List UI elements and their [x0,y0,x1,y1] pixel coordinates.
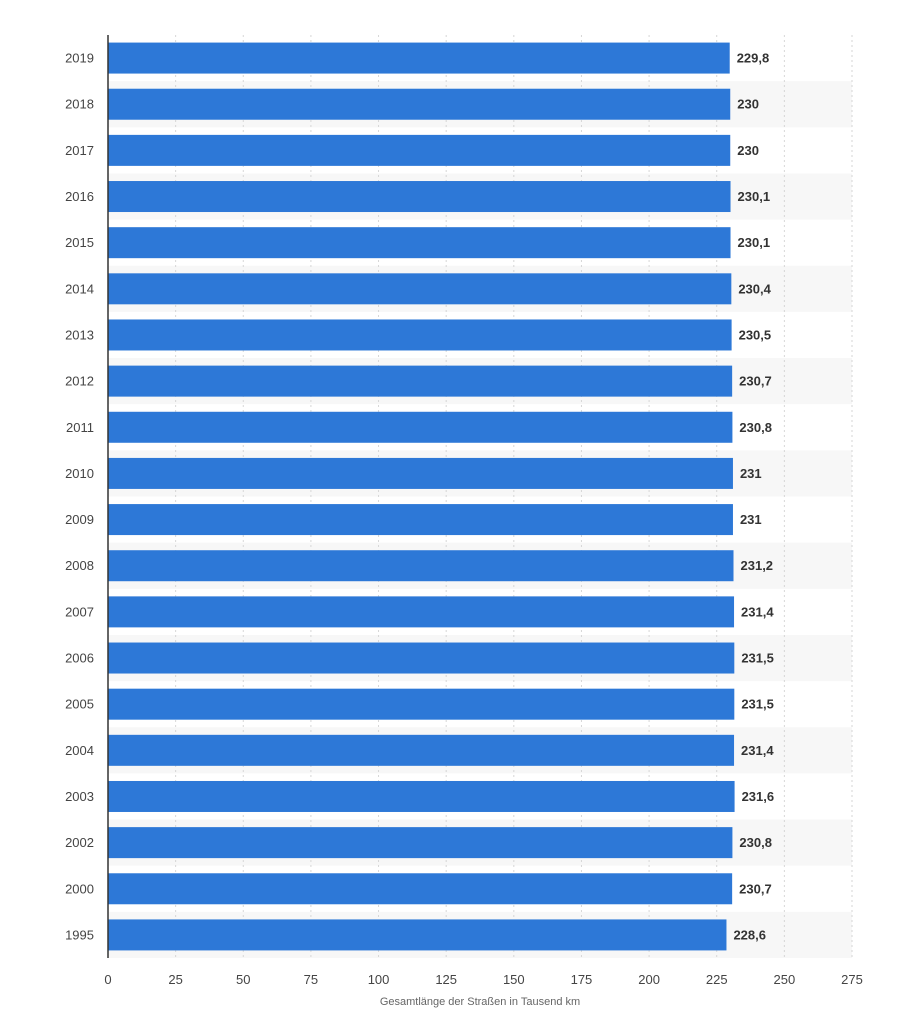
bar [108,181,731,213]
y-tick-label: 2004 [65,743,94,758]
bar [108,504,733,536]
data-label: 230,8 [739,420,772,435]
bar [108,873,733,905]
y-tick-label: 2000 [65,881,94,896]
y-tick-label: 2017 [65,143,94,158]
x-tick-label: 200 [638,972,660,987]
y-axis-ticks: 2019 2018 2017 2016 2015 2014 2013 2012 2011 2010… [65,51,94,943]
x-tick-label: 150 [503,972,525,987]
bar [108,457,733,489]
bar [108,365,733,397]
x-tick-label: 275 [841,972,863,987]
y-tick-label: 2006 [65,651,94,666]
x-tick-label: 100 [368,972,390,987]
bar [108,780,735,812]
data-label: 230 [737,143,759,158]
bar [108,227,731,259]
bar [108,827,733,859]
bar [108,42,730,74]
y-tick-label: 2016 [65,189,94,204]
y-tick-label: 2007 [65,604,94,619]
y-tick-label: 2010 [65,466,94,481]
data-label: 231,4 [741,604,774,619]
data-label: 231,4 [741,743,774,758]
y-tick-label: 2012 [65,374,94,389]
y-tick-label: 2018 [65,97,94,112]
y-tick-label: 2014 [65,281,94,296]
data-label: 230 [737,97,759,112]
y-tick-label: 2008 [65,558,94,573]
data-label: 231,5 [741,697,774,712]
data-label: 228,6 [733,927,766,942]
x-tick-label: 0 [104,972,111,987]
y-tick-label: 2011 [66,420,94,435]
bar [108,734,735,766]
data-label: 229,8 [737,51,770,66]
data-label: 230,1 [738,235,771,250]
bar [108,88,731,120]
data-label: 230,4 [738,281,771,296]
y-tick-label: 2019 [65,51,94,66]
data-label: 230,1 [738,189,771,204]
data-label: 230,8 [739,835,772,850]
bar [108,319,732,351]
bar [108,919,727,951]
x-tick-label: 50 [236,972,250,987]
y-tick-label: 2003 [65,789,94,804]
y-tick-label: 2015 [65,235,94,250]
data-label: 230,7 [739,374,772,389]
gridlines [175,35,853,958]
x-tick-label: 175 [571,972,593,987]
x-tick-label: 25 [168,972,182,987]
data-label: 231 [740,512,762,527]
data-label: 231 [740,466,762,481]
bar [108,688,735,720]
data-labels: 229,8 230 230 230,1 230,1 230,4 230,5 230,7 230,… [733,51,774,943]
data-label: 231,6 [742,789,775,804]
y-tick-label: 2009 [65,512,94,527]
x-axis-label: Gesamtlänge der Straßen in Tausend km [380,996,580,1008]
x-tick-label: 75 [304,972,318,987]
y-tick-label: 2013 [65,327,94,342]
x-tick-label: 125 [435,972,457,987]
bars [108,42,735,951]
bar [108,642,735,674]
data-label: 230,7 [739,881,772,896]
y-tick-label: 1995 [65,927,94,942]
bar [108,550,734,582]
bar [108,596,735,628]
data-label: 231,5 [741,651,774,666]
bar [108,134,731,166]
x-axis-ticks: 0 25 50 75 100 125 150 175 200 225 250 275 [104,972,862,987]
data-label: 230,5 [739,327,772,342]
x-tick-label: 250 [774,972,796,987]
bar [108,411,733,443]
y-tick-label: 2005 [65,697,94,712]
data-label: 231,2 [741,558,774,573]
x-tick-label: 225 [706,972,728,987]
y-tick-label: 2002 [65,835,94,850]
bar [108,273,732,305]
